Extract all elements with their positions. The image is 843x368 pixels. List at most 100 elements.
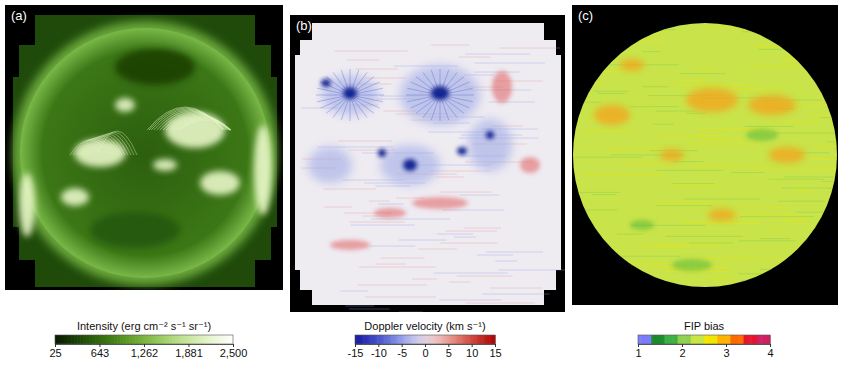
fip-streak bbox=[660, 247, 683, 248]
noise-streak bbox=[466, 303, 535, 304]
fip-streak bbox=[605, 71, 631, 72]
fip-streak bbox=[806, 265, 838, 266]
colorbar-title: FIP bias bbox=[684, 320, 725, 332]
fip-streak bbox=[811, 227, 838, 228]
solar-disk bbox=[20, 28, 270, 278]
noise-streak bbox=[457, 276, 513, 277]
fip-streak bbox=[711, 278, 737, 279]
panel-label: (a) bbox=[11, 8, 27, 23]
fip-streak bbox=[574, 56, 596, 57]
noise-streak bbox=[477, 255, 513, 256]
high-fip-region bbox=[660, 149, 684, 161]
fip-streak bbox=[798, 53, 838, 54]
redshift-region bbox=[492, 71, 512, 103]
corona-glow bbox=[13, 21, 277, 285]
tick: 1,262 bbox=[131, 344, 159, 359]
fip-streak bbox=[832, 78, 838, 79]
mosaic-tile bbox=[300, 40, 556, 290]
fip-streak bbox=[687, 144, 760, 145]
image-background bbox=[572, 5, 838, 305]
noise-streak bbox=[376, 264, 406, 265]
fip-streak bbox=[686, 113, 706, 114]
panel-label: (b) bbox=[296, 18, 312, 33]
active-region bbox=[61, 188, 89, 206]
fip-streak bbox=[657, 170, 724, 171]
tick: 2,500 bbox=[220, 344, 248, 359]
fip-streak bbox=[642, 86, 668, 87]
fip-streak bbox=[739, 240, 796, 241]
fip-streak bbox=[575, 157, 643, 158]
fip-streak bbox=[652, 124, 673, 125]
colorbar-title: Intensity (erg cm⁻² s⁻¹ sr⁻¹) bbox=[77, 320, 211, 332]
coronal-loop bbox=[97, 131, 137, 155]
noise-streak bbox=[351, 225, 415, 226]
tick-label: 3 bbox=[723, 347, 729, 359]
coronal-hole bbox=[90, 212, 180, 248]
fip-streak bbox=[787, 218, 809, 219]
noise-streak bbox=[340, 291, 367, 292]
noise-streak bbox=[474, 63, 545, 64]
fip-streak bbox=[729, 89, 784, 90]
blueshift-halo bbox=[468, 119, 512, 171]
fip-streak bbox=[810, 159, 838, 160]
blueshift-core bbox=[321, 79, 331, 87]
noise-streak bbox=[324, 189, 377, 190]
noise-streak bbox=[486, 252, 543, 253]
redshift-region bbox=[330, 240, 370, 250]
blueshift-core bbox=[457, 147, 467, 155]
blueshift-core bbox=[403, 159, 417, 171]
solar-disk bbox=[573, 23, 837, 287]
noise-streak bbox=[498, 270, 565, 271]
noise-streak bbox=[399, 312, 423, 313]
tick-label: 4 bbox=[767, 347, 773, 359]
colorbar-title: Doppler velocity (km s⁻¹) bbox=[364, 320, 485, 332]
blueshift-halo bbox=[308, 147, 352, 183]
noise-streak bbox=[396, 198, 424, 199]
fip-streak bbox=[740, 216, 814, 217]
fip-streak bbox=[581, 174, 663, 175]
colorbar-axis: -15-10-5051015 bbox=[348, 344, 502, 359]
axis-line bbox=[639, 344, 771, 345]
coronal-loop bbox=[149, 108, 223, 130]
noise-streak bbox=[449, 282, 471, 283]
fip-streak bbox=[829, 45, 838, 46]
coronal-hole bbox=[115, 49, 195, 85]
blueshift-core bbox=[486, 131, 494, 139]
coronal-loop bbox=[82, 136, 122, 155]
noise-streak bbox=[399, 240, 447, 241]
fip-streak bbox=[699, 135, 724, 136]
panel: (c)FIP bias1234 bbox=[572, 5, 843, 359]
tick-label: 10 bbox=[466, 347, 478, 359]
noise-streak bbox=[499, 48, 560, 49]
tick: 15 bbox=[489, 344, 501, 359]
noise-streak bbox=[460, 195, 499, 196]
panel: (a)Intensity (erg cm⁻² s⁻¹ sr⁻¹)256431,2… bbox=[5, 5, 283, 359]
fip-streak bbox=[609, 282, 671, 283]
noise-streak bbox=[359, 267, 436, 268]
noise-streak bbox=[434, 273, 508, 274]
fip-streak bbox=[821, 181, 838, 182]
fip-streak bbox=[642, 51, 660, 52]
coronal-loop bbox=[73, 139, 113, 155]
tick-label: 643 bbox=[91, 347, 109, 359]
fip-streak bbox=[834, 254, 838, 255]
high-fip-region bbox=[620, 59, 644, 71]
fip-streak bbox=[827, 141, 838, 142]
fip-streak bbox=[671, 185, 719, 186]
noise-streak bbox=[482, 294, 550, 295]
fip-streak bbox=[588, 82, 605, 83]
fip-streak bbox=[689, 243, 733, 244]
noise-streak bbox=[338, 141, 392, 142]
colorbar: FIP bias1234 bbox=[635, 320, 773, 359]
noise-streak bbox=[345, 306, 374, 307]
fip-streak bbox=[672, 183, 714, 184]
fip-streak bbox=[754, 47, 806, 48]
tick-label: 2 bbox=[679, 347, 685, 359]
tick-label: -5 bbox=[397, 347, 407, 359]
fip-streak bbox=[641, 245, 722, 246]
fip-streak bbox=[630, 106, 679, 107]
noise-streak bbox=[495, 261, 517, 262]
noise-streak bbox=[436, 177, 464, 178]
noise-streak bbox=[364, 78, 407, 79]
colorbar: Doppler velocity (km s⁻¹)-15-10-5051015 bbox=[348, 320, 502, 359]
